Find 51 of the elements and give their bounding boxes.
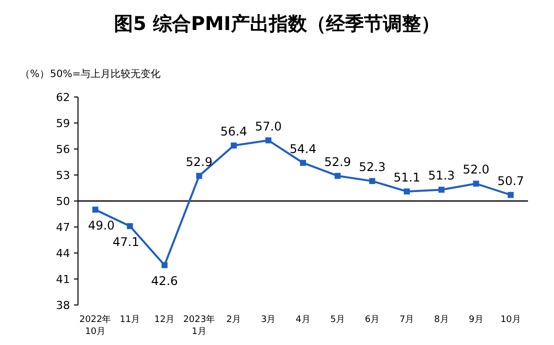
- x-tick-label: 11月: [120, 315, 140, 325]
- point: [265, 137, 272, 144]
- data-label: 52.9: [186, 154, 213, 169]
- chart-title: 图5 综合PMI产出指数（经季节调整）: [114, 13, 440, 35]
- point: [92, 206, 98, 213]
- x-tick-label: 10月: [500, 315, 521, 325]
- data-label: 51.1: [393, 170, 420, 184]
- data-label: 52.0: [462, 162, 490, 177]
- y-tick-label: 59: [56, 117, 70, 130]
- y-tick-label: 41: [56, 273, 70, 286]
- y-tick-label: 53: [56, 169, 70, 182]
- point: [162, 262, 168, 268]
- point: [196, 172, 202, 179]
- y-tick-label: 44: [56, 247, 70, 260]
- data-label: 42.6: [151, 274, 178, 288]
- y-tick-label: 62: [56, 91, 70, 104]
- y-axis-title: （%）: [20, 69, 50, 80]
- y-tick-label: 56: [56, 143, 70, 156]
- data-label: 54.4: [290, 142, 316, 156]
- x-tick-label: 2月: [226, 315, 242, 325]
- point: [438, 186, 444, 193]
- data-label: 49.0: [88, 218, 115, 233]
- x-tick-label: 6月: [364, 315, 380, 325]
- point: [369, 178, 376, 184]
- y-tick-label: 47: [56, 221, 70, 234]
- y-tick-label: 50: [56, 195, 70, 208]
- x-tick-label: 8月: [434, 315, 449, 325]
- data-label: 51.3: [428, 168, 455, 183]
- point: [334, 172, 341, 179]
- x-tick-label: 2022年 10月: [79, 314, 112, 337]
- text: 50%=与上月比较无变化: [50, 68, 161, 80]
- x-tick-label: 2023年 1月: [183, 314, 216, 337]
- data-label: 47.1: [112, 235, 140, 250]
- data-label: 52.9: [324, 154, 351, 169]
- x-tick-label: 12月: [154, 315, 175, 325]
- x-tick-label: 5月: [330, 315, 345, 325]
- x-tick-label: 3月: [261, 315, 276, 325]
- y-tick-label: 38: [56, 299, 70, 312]
- data-label: 56.4: [220, 124, 248, 139]
- x-tick-label: 7月: [399, 315, 414, 325]
- point: [508, 192, 514, 198]
- data-label: 57.0: [255, 119, 282, 134]
- point: [230, 142, 237, 149]
- data-label: 52.3: [358, 160, 386, 174]
- x-tick-label: 4月: [296, 315, 310, 325]
- point: [126, 223, 133, 230]
- point: [404, 188, 410, 194]
- data-label: 50.7: [497, 174, 524, 188]
- x-tick-label: 9月: [468, 315, 484, 325]
- point: [300, 160, 306, 166]
- point: [473, 180, 480, 187]
